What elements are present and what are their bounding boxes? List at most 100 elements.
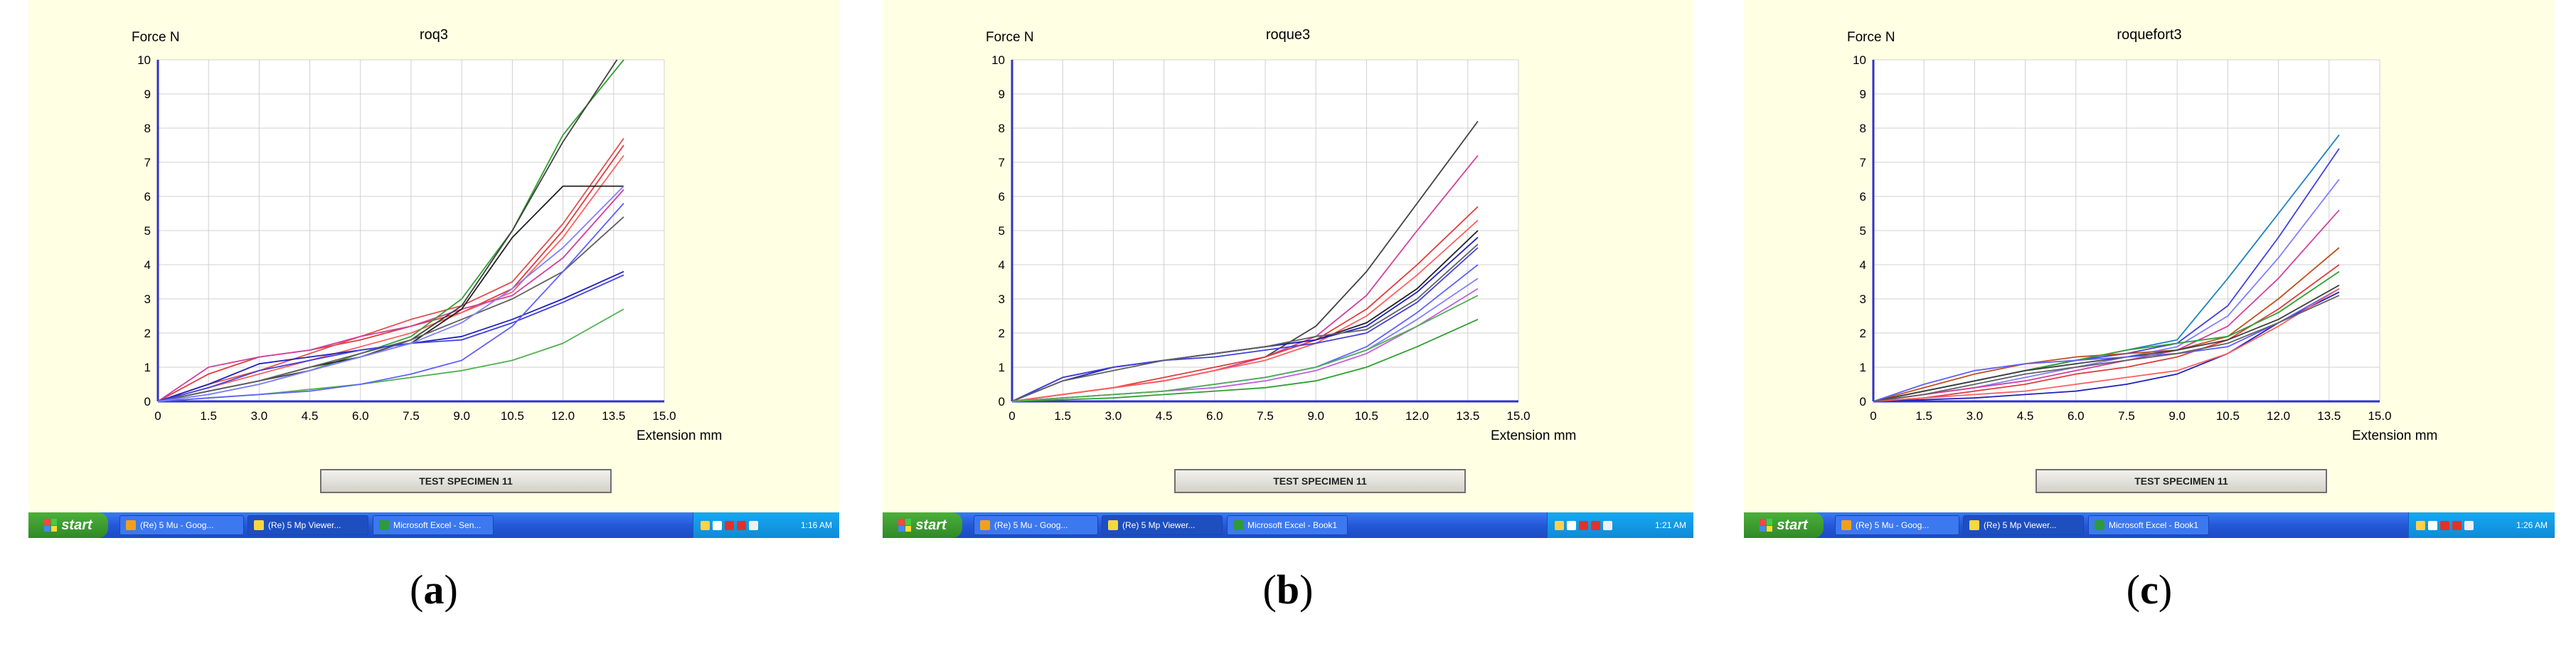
app-screen-c: 0 1 2 3 4 5 6 7 8 9 10 0 1.5 3.0 4.5 6.0 7.5 9.0 10.5 12.0 1…	[1744, 0, 2555, 512]
x-tick-label: 9.0	[2168, 409, 2186, 423]
x-tick-label: 7.5	[2118, 409, 2135, 423]
taskbar-item-browser[interactable]: (Re) 5 Mu - Goog...	[1835, 515, 1959, 535]
series-line	[1011, 247, 1479, 402]
clock: 1:26 AM	[2516, 520, 2548, 530]
series-line	[1011, 243, 1479, 402]
x-tick-label: 7.5	[403, 409, 420, 423]
x-tick-label: 12.0	[551, 409, 575, 423]
taskbar-item-viewer[interactable]: (Re) 5 Mp Viewer...	[248, 515, 368, 535]
x-tick-label: 0	[1870, 409, 1876, 423]
taskbar-item-label: (Re) 5 Mu - Goog...	[994, 520, 1068, 530]
caption-open-paren: (	[2126, 566, 2141, 613]
network-icon[interactable]	[701, 520, 710, 530]
series-line	[1011, 295, 1479, 402]
chart-title: roq3	[419, 27, 449, 43]
caption-letter: a	[423, 566, 445, 613]
test-specimen-button[interactable]: TEST SPECIMEN 11	[320, 469, 612, 493]
browser-icon	[126, 520, 136, 530]
x-tick-label: 10.5	[2216, 409, 2240, 423]
taskbar-item-label: (Re) 5 Mp Viewer...	[268, 520, 341, 530]
taskbar-item-label: (Re) 5 Mp Viewer...	[1122, 520, 1196, 530]
update-icon[interactable]	[737, 520, 746, 530]
printer-icon[interactable]	[749, 520, 758, 530]
y-tick-label: 3	[144, 292, 151, 306]
browser-icon	[1841, 520, 1851, 530]
test-specimen-button[interactable]: TEST SPECIMEN 11	[2035, 469, 2327, 493]
taskbar-item-viewer[interactable]: (Re) 5 Mp Viewer...	[1102, 515, 1223, 535]
x-tick-label: 4.5	[302, 409, 319, 423]
x-axis-label: Extension mm	[637, 428, 723, 443]
y-tick-label: 2	[1860, 327, 1866, 340]
caption-letter: c	[2140, 566, 2159, 613]
start-label: start	[1777, 517, 1808, 533]
taskbar-item-excel[interactable]: Microsoft Excel - Book1	[1227, 515, 1348, 535]
x-tick-label: 10.5	[501, 409, 524, 423]
series-line	[157, 185, 624, 402]
taskbar: start (Re) 5 Mu - Goog... (Re) 5 Mp View…	[1744, 512, 2555, 538]
viewer-icon	[254, 520, 264, 530]
taskbar: start (Re) 5 Mu - Goog... (Re) 5 Mp View…	[883, 512, 1693, 538]
y-tick-label: 9	[1860, 88, 1866, 101]
taskbar-item-browser[interactable]: (Re) 5 Mu - Goog...	[974, 515, 1098, 535]
y-tick-label: 0	[999, 395, 1005, 408]
start-label: start	[915, 517, 947, 533]
app-screen-a: 0 1 2 3 4 5 6 7 8 9 10 0 1.5 3.0 4.5 6.0 7.5 9.0 10.5 12.0 1…	[28, 0, 839, 512]
y-tick-label: 5	[999, 224, 1005, 238]
update-icon[interactable]	[2452, 520, 2461, 530]
series-line	[1873, 285, 2340, 402]
update-icon[interactable]	[1591, 520, 1600, 530]
y-tick-label: 4	[1860, 258, 1866, 272]
y-tick-label: 9	[999, 88, 1005, 101]
excel-icon	[1233, 520, 1243, 530]
x-tick-label: 10.5	[1355, 409, 1378, 423]
y-tick-label: 2	[999, 327, 1005, 340]
y-tick-label: 7	[144, 156, 151, 169]
x-tick-label: 13.5	[602, 409, 625, 423]
volume-icon[interactable]	[713, 520, 722, 530]
panel-c: 0 1 2 3 4 5 6 7 8 9 10 0 1.5 3.0 4.5 6.0 7.5 9.0 10.5 12.0 1…	[1744, 0, 2555, 613]
printer-icon[interactable]	[1603, 520, 1612, 530]
y-tick-label: 5	[1860, 224, 1866, 238]
y-tick-label: 9	[144, 88, 151, 101]
security-icon[interactable]	[725, 520, 734, 530]
network-icon[interactable]	[1555, 520, 1564, 530]
taskbar-item-label: Microsoft Excel - Book1	[1247, 520, 1338, 530]
security-icon[interactable]	[1579, 520, 1588, 530]
start-button[interactable]: start	[28, 512, 108, 538]
series-line	[1873, 291, 2340, 402]
security-icon[interactable]	[2440, 520, 2449, 530]
windows-logo-icon	[44, 519, 58, 532]
y-tick-label: 3	[999, 292, 1005, 306]
y-tick-label: 1	[144, 361, 151, 374]
y-tick-label: 4	[144, 258, 151, 272]
start-button[interactable]: start	[1744, 512, 1824, 538]
taskbar-item-browser[interactable]: (Re) 5 Mu - Goog...	[119, 515, 244, 535]
system-tray: 1:21 AM	[1547, 512, 1693, 538]
panel-caption: (a)	[28, 566, 839, 613]
y-tick-label: 6	[999, 190, 1005, 204]
caption-close-paren: )	[2158, 566, 2173, 613]
network-icon[interactable]	[2416, 520, 2425, 530]
taskbar-item-viewer[interactable]: (Re) 5 Mp Viewer...	[1963, 515, 2084, 535]
y-tick-label: 10	[1853, 53, 1866, 67]
test-specimen-button[interactable]: TEST SPECIMEN 11	[1174, 469, 1466, 493]
excel-icon	[2095, 520, 2104, 530]
printer-icon[interactable]	[2464, 520, 2474, 530]
y-axis-label: Force N	[1847, 30, 1895, 45]
x-tick-label: 15.0	[1506, 409, 1530, 423]
panel-caption: (b)	[883, 566, 1693, 613]
y-tick-label: 5	[144, 224, 151, 238]
x-tick-label: 6.0	[2067, 409, 2085, 423]
taskbar-item-excel[interactable]: Microsoft Excel - Book1	[2088, 515, 2209, 535]
start-button[interactable]: start	[883, 512, 962, 538]
x-tick-label: 1.5	[200, 409, 217, 423]
volume-icon[interactable]	[1567, 520, 1576, 530]
x-tick-label: 15.0	[652, 409, 676, 423]
line-chart-a: 0 1 2 3 4 5 6 7 8 9 10 0 1.5 3.0 4.5 6.0 7.5 9.0 10.5 12.0 1…	[137, 53, 676, 423]
x-tick-label: 3.0	[1105, 409, 1122, 423]
taskbar-item-excel[interactable]: Microsoft Excel - Sen...	[373, 515, 494, 535]
y-tick-label: 8	[144, 122, 151, 135]
y-tick-label: 10	[137, 53, 151, 67]
volume-icon[interactable]	[2428, 520, 2437, 530]
x-tick-label: 6.0	[1206, 409, 1223, 423]
